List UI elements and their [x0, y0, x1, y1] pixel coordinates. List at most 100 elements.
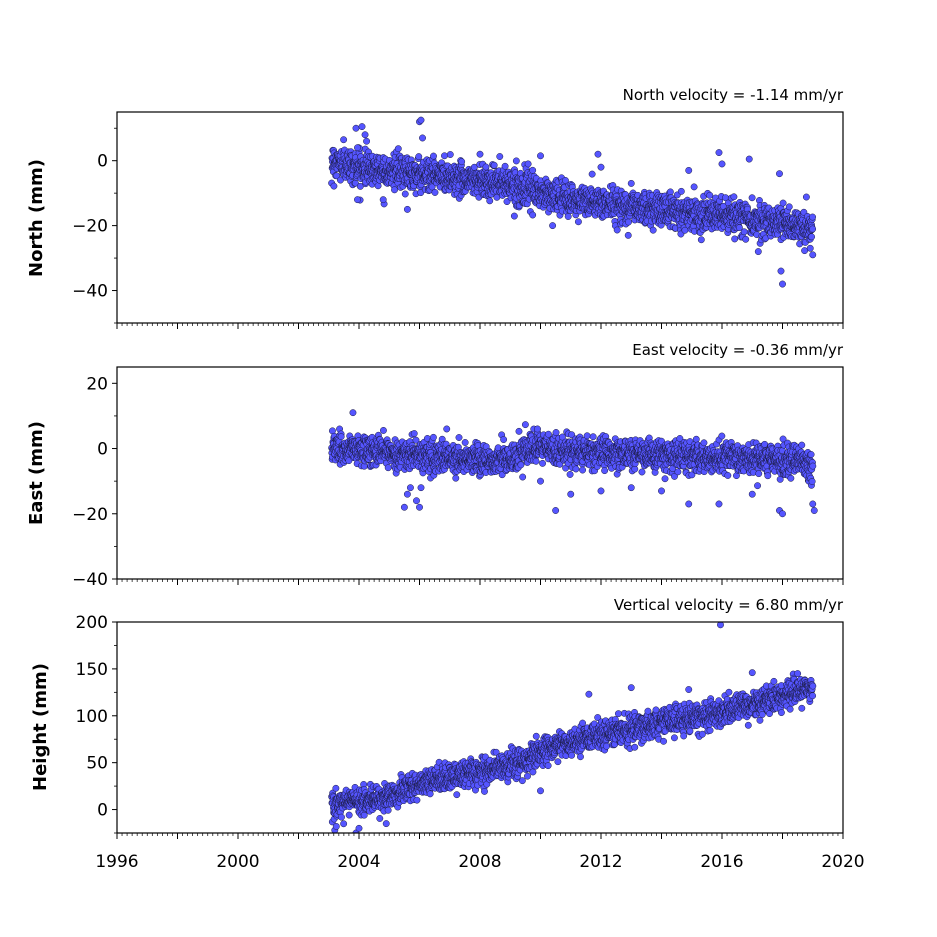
east-data-point	[452, 474, 460, 482]
east-y-tick-label: 0	[97, 440, 108, 460]
north-data-point	[809, 225, 817, 233]
height-data-point	[360, 811, 368, 819]
east-data-point	[755, 470, 763, 478]
east-data-point	[455, 434, 463, 441]
east-data-point	[583, 432, 591, 440]
north-outlier-point	[715, 149, 723, 157]
north-data-point	[809, 213, 817, 221]
north-outlier-point	[594, 150, 602, 158]
north-data-point	[401, 190, 409, 198]
north-data-point	[706, 191, 714, 199]
east-data-point	[724, 472, 732, 479]
east-velocity-title: East velocity = -0.36 mm/yr	[632, 341, 844, 359]
north-data-point	[690, 183, 698, 191]
north-data-point	[482, 163, 490, 171]
east-outlier-point	[537, 477, 544, 485]
east-data-point	[461, 439, 469, 446]
east-data-point	[579, 466, 587, 474]
north-data-point	[625, 218, 632, 226]
north-data-point	[613, 226, 621, 234]
north-outlier-point	[537, 152, 544, 160]
north-data-point	[562, 177, 569, 184]
east-data-point	[532, 457, 540, 465]
north-outlier-point	[476, 150, 484, 158]
east-data-point	[674, 468, 682, 476]
east-y-tick-label: 20	[86, 374, 108, 394]
east-outlier-point	[416, 503, 423, 511]
east-outlier-point	[627, 484, 635, 492]
east-outlier-point	[715, 500, 723, 508]
east-outlier-point	[443, 425, 451, 433]
east-outlier-point	[406, 484, 414, 492]
east-outlier-point	[413, 497, 420, 505]
east-outlier-point	[658, 487, 665, 495]
north-y-tick-label: −40	[72, 282, 108, 302]
east-data-point	[566, 471, 574, 478]
north-data-point	[666, 188, 674, 196]
north-panel: North velocity = -1.14 mm/yr North (mm) …	[26, 86, 844, 329]
north-outlier-point	[597, 163, 605, 171]
east-y-axis-label: East (mm)	[26, 421, 47, 525]
north-data-point	[730, 193, 738, 201]
north-data-point	[802, 193, 810, 201]
east-data-point	[539, 459, 546, 467]
north-outlier-point	[777, 267, 785, 275]
east-outlier-point	[685, 500, 693, 508]
north-data-point	[806, 244, 814, 252]
north-scatter-points	[328, 116, 817, 288]
north-y-axis-label: North (mm)	[26, 159, 47, 277]
east-data-point	[429, 433, 437, 441]
north-outlier-point	[363, 137, 371, 145]
height-data-point	[340, 820, 348, 828]
north-velocity-title: North velocity = -1.14 mm/yr	[623, 86, 844, 104]
east-data-point	[515, 427, 523, 435]
north-outlier-point	[624, 231, 632, 239]
east-data-point	[589, 433, 597, 441]
north-data-point	[697, 236, 705, 244]
east-data-point	[638, 468, 646, 476]
east-data-point	[410, 430, 418, 437]
north-data-point	[524, 160, 532, 168]
north-data-point	[501, 162, 509, 170]
north-data-point	[394, 145, 402, 153]
east-outlier-point	[403, 490, 411, 498]
north-data-point	[512, 157, 520, 165]
north-data-point	[731, 235, 739, 243]
east-outlier-point	[597, 487, 605, 495]
north-outlier-point	[417, 116, 425, 124]
north-data-point	[529, 166, 537, 174]
north-outlier-point	[745, 155, 753, 163]
north-data-point	[748, 194, 756, 202]
north-data-point	[446, 151, 454, 158]
north-data-point	[677, 187, 685, 195]
east-data-point	[519, 473, 527, 481]
north-outlier-point	[754, 248, 762, 256]
east-data-point	[601, 467, 609, 475]
north-data-point	[529, 211, 537, 219]
north-outlier-point	[776, 170, 783, 178]
east-data-point	[809, 462, 817, 470]
east-data-point	[798, 441, 806, 449]
height-data-point	[338, 813, 345, 821]
north-y-tick-label: −20	[72, 217, 108, 237]
east-outlier-point	[552, 507, 560, 514]
east-data-point	[552, 429, 560, 436]
east-data-point	[661, 475, 669, 483]
north-data-point	[588, 170, 596, 178]
north-data-point	[785, 203, 793, 211]
east-outlier-point	[779, 510, 786, 518]
north-data-point	[574, 218, 582, 226]
east-data-point	[807, 451, 815, 458]
east-outlier-point	[534, 425, 541, 433]
north-data-point	[431, 189, 439, 196]
north-data-point	[486, 197, 494, 205]
east-data-point	[379, 426, 387, 434]
north-data-point	[458, 158, 466, 166]
north-data-point	[510, 212, 518, 220]
east-outlier-point	[810, 507, 818, 514]
north-data-point	[496, 153, 504, 160]
east-outlier-point	[400, 503, 408, 511]
north-outlier-point	[358, 123, 366, 131]
height-data-point	[345, 811, 353, 819]
east-outlier-point	[349, 409, 357, 417]
